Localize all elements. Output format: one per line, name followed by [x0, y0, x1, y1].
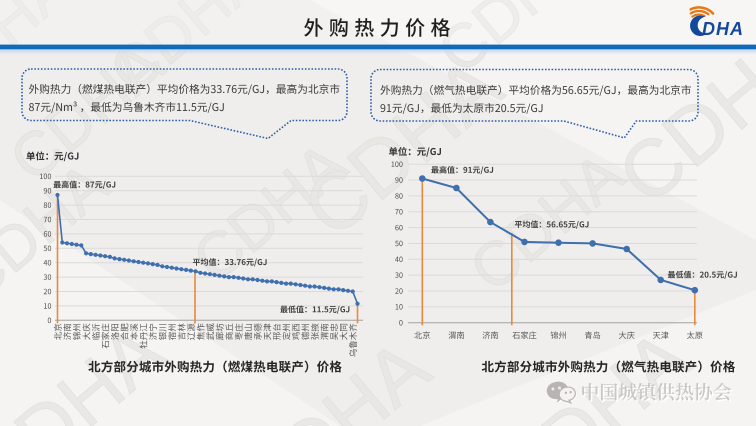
svg-text:DHA: DHA: [702, 19, 744, 39]
